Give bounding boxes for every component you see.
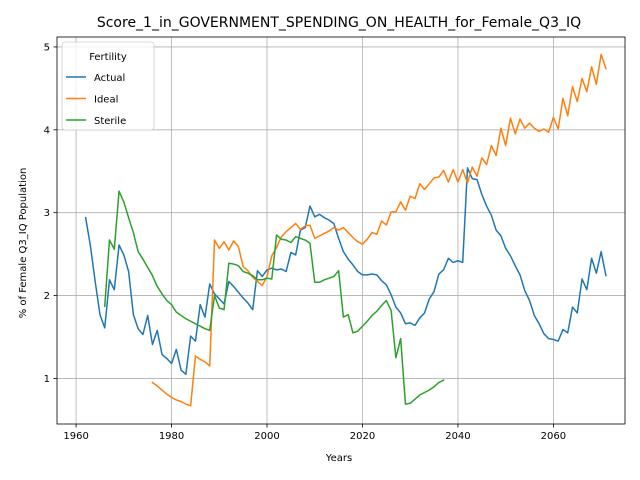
legend-box bbox=[61, 41, 155, 131]
y-tick-label: 1 bbox=[44, 374, 50, 385]
x-tick-label: 2060 bbox=[541, 431, 566, 442]
x-tick-label: 2020 bbox=[350, 431, 375, 442]
x-tick-label: 2000 bbox=[254, 431, 279, 442]
y-tick-label: 3 bbox=[44, 208, 50, 219]
x-axis: 1960 1980 2000 2020 2040 2060 bbox=[63, 424, 566, 442]
series-line-sterile bbox=[103, 190, 445, 405]
y-tick-label: 2 bbox=[44, 291, 50, 302]
x-tick-label: 1960 bbox=[63, 431, 88, 442]
y-axis: 1 2 3 4 5 bbox=[44, 42, 57, 385]
y-axis-label: % of Female Q3_IQ Population bbox=[18, 168, 29, 319]
y-tick-label: 5 bbox=[44, 42, 50, 53]
x-tick-label: 1980 bbox=[159, 431, 184, 442]
series-line-ideal bbox=[151, 53, 607, 407]
legend-label-sterile: Sterile bbox=[94, 116, 126, 127]
series-lines bbox=[84, 53, 607, 407]
plot-frame bbox=[56, 36, 626, 425]
legend-title: Fertility bbox=[89, 52, 127, 63]
series-line-actual bbox=[84, 167, 607, 376]
grid-lines bbox=[57, 37, 625, 424]
chart-title: Score_1_in_GOVERNMENT_SPENDING_ON_HEALTH… bbox=[97, 15, 581, 31]
legend-label-ideal: Ideal bbox=[94, 95, 118, 106]
y-tick-label: 4 bbox=[44, 125, 50, 136]
x-tick-label: 2040 bbox=[445, 431, 470, 442]
legend: Fertility Actual Ideal Sterile bbox=[61, 41, 155, 131]
x-axis-label: Years bbox=[325, 453, 352, 464]
legend-label-actual: Actual bbox=[94, 73, 125, 84]
